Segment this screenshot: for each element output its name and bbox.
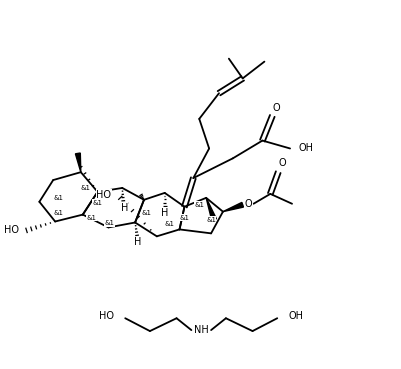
- Polygon shape: [223, 203, 243, 212]
- Text: O: O: [272, 103, 279, 113]
- Text: H: H: [120, 203, 128, 213]
- Text: &1: &1: [53, 210, 63, 215]
- Text: &1: &1: [53, 195, 63, 201]
- Text: &1: &1: [104, 221, 114, 227]
- Text: &1: &1: [92, 200, 102, 206]
- Text: HO: HO: [96, 190, 111, 200]
- Text: H: H: [161, 208, 168, 218]
- Text: OH: OH: [288, 311, 302, 321]
- Text: O: O: [244, 199, 252, 209]
- Text: O: O: [277, 158, 285, 168]
- Text: NH: NH: [193, 325, 208, 335]
- Text: HO: HO: [99, 311, 114, 321]
- Text: H: H: [134, 237, 142, 247]
- Text: &1: &1: [81, 185, 91, 191]
- Polygon shape: [75, 153, 81, 172]
- Text: &1: &1: [164, 221, 174, 227]
- Polygon shape: [206, 198, 216, 220]
- Text: &1: &1: [179, 214, 189, 221]
- Text: &1: &1: [142, 210, 152, 215]
- Text: OH: OH: [298, 144, 313, 154]
- Text: &1: &1: [87, 214, 96, 221]
- Text: &1: &1: [206, 217, 216, 223]
- Text: &1: &1: [194, 202, 204, 208]
- Text: HO: HO: [4, 225, 18, 235]
